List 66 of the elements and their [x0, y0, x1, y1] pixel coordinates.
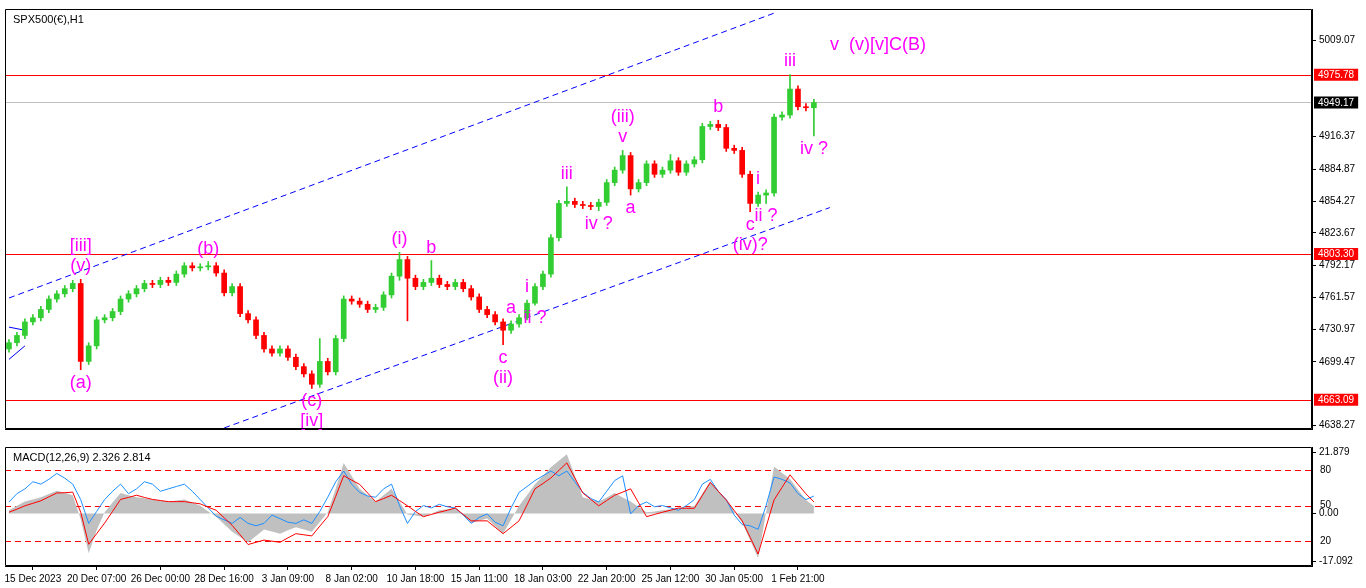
annotation: (v)[v]C(B) — [848, 33, 926, 54]
candlestick — [811, 99, 817, 137]
y-tick-label: 4730.97 — [1319, 322, 1356, 334]
annotation: [iv] — [300, 410, 324, 431]
annotation: a — [506, 296, 518, 317]
annotation: (iv)? — [732, 233, 768, 254]
x-tick-label: 18 Jan 03:00 — [514, 572, 573, 584]
annotation: iii — [784, 50, 796, 71]
y-tick-label: 4638.27 — [1319, 419, 1356, 431]
annotation: [iii] — [69, 235, 92, 256]
y2-tick-label: 80 — [1320, 463, 1332, 475]
y-tick-label: 4792.17 — [1319, 259, 1356, 271]
x-tick-label: 22 Jan 20:00 — [577, 572, 637, 584]
x-tick-label: 25 Jan 12:00 — [641, 572, 700, 584]
y2-tick-label: 20 — [1320, 535, 1332, 546]
x-tick-label: 8 Jan 02:00 — [325, 572, 379, 584]
annotation: iii — [560, 162, 573, 183]
candlestick — [197, 263, 204, 272]
y-tick-label: 4916.37 — [1319, 130, 1356, 142]
x-tick-label: 30 Jan 05:00 — [705, 572, 764, 584]
annotation: v — [618, 126, 628, 147]
x-tick-label: 20 Dec 07:00 — [66, 572, 127, 584]
annotation: (a) — [69, 371, 92, 392]
annotation: c — [745, 213, 755, 234]
ref-line-label: 4803.30 — [1318, 248, 1355, 260]
y-tick-label: -17.092 — [1319, 554, 1354, 566]
y-tick-label: 21.879 — [1319, 446, 1351, 458]
annotation: i — [756, 167, 761, 188]
chart-title: MACD(12,26,9) 2.326 2.814 — [13, 451, 151, 464]
y-tick-label: 4823.67 — [1319, 226, 1356, 238]
y-tick-label: 4699.47 — [1319, 355, 1356, 367]
annotation: (ii) — [493, 366, 514, 387]
annotation: (v) — [70, 255, 92, 276]
candlestick — [587, 202, 594, 210]
x-tick-label: 10 Jan 18:00 — [386, 572, 445, 584]
annotation: v — [829, 33, 839, 54]
annotation: b — [713, 96, 724, 117]
x-tick-label: 26 Dec 00:00 — [130, 572, 191, 584]
annotation: (i) — [391, 228, 408, 249]
ref-line-label: 4975.78 — [1318, 68, 1355, 80]
annotation: iv ? — [799, 137, 828, 158]
annotation: iv ? — [584, 212, 613, 233]
annotation: (iii) — [610, 106, 635, 127]
x-tick-label: 1 Feb 21:00 — [771, 572, 826, 584]
candlestick — [205, 261, 212, 271]
y-tick-label: 4761.57 — [1319, 291, 1356, 303]
chart-title: SPX500(€),H1 — [13, 13, 84, 26]
x-tick-label: 28 Dec 16:00 — [194, 572, 255, 584]
y-tick-label: 5009.07 — [1319, 33, 1356, 45]
candlestick — [564, 186, 570, 207]
ref-line-label: 4663.09 — [1318, 394, 1355, 406]
candlestick — [579, 201, 586, 209]
y-tick-label: 4884.87 — [1319, 162, 1356, 174]
annotation: i — [525, 276, 529, 297]
candlestick — [803, 103, 809, 112]
annotation: (b) — [197, 237, 220, 258]
x-tick-label: 15 Jan 11:00 — [450, 572, 509, 584]
x-tick-label: 3 Jan 09:00 — [261, 572, 315, 584]
annotation: b — [426, 236, 437, 257]
y-tick-label: 4854.27 — [1319, 194, 1356, 206]
ref-line-label: 4949.17 — [1318, 96, 1355, 108]
annotation: c — [498, 346, 508, 367]
annotation: a — [625, 197, 637, 218]
x-tick-label: 15 Dec 2023 — [4, 572, 62, 584]
annotation: ii ? — [754, 205, 778, 226]
annotation: ii ? — [523, 307, 547, 328]
